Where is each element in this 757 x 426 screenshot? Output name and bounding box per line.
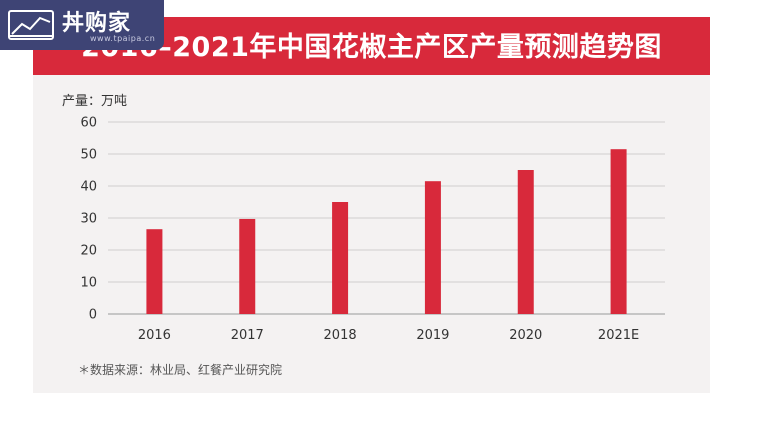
x-tick-label: 2019: [416, 328, 449, 343]
chart-card: [33, 17, 710, 393]
bar-2021E: [610, 149, 627, 314]
bar-2018: [332, 202, 349, 314]
bar-2019: [424, 181, 441, 314]
logo-badge: 丼购家 www.tpaipa.cn: [0, 0, 164, 50]
y-tick-label: 50: [80, 148, 97, 163]
logo-url: www.tpaipa.cn: [90, 34, 156, 43]
source-note: ＊数据来源：林业局、红餐产业研究院: [78, 363, 283, 377]
bar-2020: [517, 170, 534, 314]
x-tick-label: 2020: [509, 328, 542, 343]
y-tick-label: 0: [89, 308, 97, 323]
y-tick-label: 40: [80, 180, 97, 195]
y-tick-label: 10: [80, 276, 97, 291]
y-tick-label: 20: [80, 244, 97, 259]
x-tick-label: 2018: [324, 328, 357, 343]
x-tick-label: 2016: [138, 328, 171, 343]
house-chart-icon: [8, 10, 54, 40]
x-tick-label: 2021E: [598, 328, 639, 343]
y-tick-label: 60: [80, 116, 97, 131]
x-tick-label: 2017: [231, 328, 264, 343]
bar-2016: [146, 229, 163, 314]
y-tick-label: 30: [80, 212, 97, 227]
logo-text: 丼购家: [62, 11, 132, 36]
y-axis-label: 产量：万吨: [62, 94, 128, 109]
bar-2017: [239, 218, 256, 314]
